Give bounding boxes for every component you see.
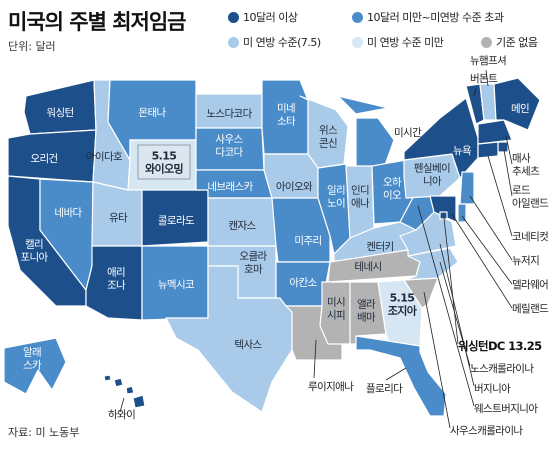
external-label-sc: 사우스캐롤라이나 <box>450 425 523 437</box>
external-label-dc: 워싱턴DC 13.25 <box>458 339 542 353</box>
state-label-al: 앨라 배마 <box>357 298 376 324</box>
legend-swatch-mid <box>352 11 363 23</box>
legend-item-under: 미 연방 수준 미만 <box>352 34 444 50</box>
leader-line-nh <box>485 69 489 87</box>
state-label-nv: 네바다 <box>54 207 82 219</box>
leader-line-wv <box>417 205 475 407</box>
legend-item-mid: 10달러 미만~미연방 수준 초과 <box>352 9 504 25</box>
state-label-ky: 켄터키 <box>366 241 393 253</box>
state-label-oh: 오하 이오 <box>383 176 402 202</box>
state-label-me: 메인 <box>511 103 529 115</box>
state-label-wi: 위스 콘신 <box>319 124 338 150</box>
leader-line-dc <box>443 217 459 345</box>
state-label-pa: 펜실베이 니아 <box>414 163 450 188</box>
external-label-mi: 미시간 <box>394 127 422 139</box>
external-label-la: 루이지애나 <box>308 381 354 393</box>
state-label-or: 오리건 <box>30 153 57 165</box>
leader-line-ri <box>503 149 513 197</box>
legend-swatch-none <box>481 36 492 48</box>
external-label-md: 메릴랜드 <box>512 302 549 315</box>
state-label-mt: 몬태나 <box>138 107 166 119</box>
state-label-tn: 테네시 <box>354 261 381 273</box>
legend-swatch-federal <box>228 36 239 48</box>
state-label-ca: 캘리 포니아 <box>20 239 48 264</box>
state-nc <box>403 247 459 281</box>
leader-line-ct <box>487 155 513 237</box>
legend-item-federal: 미 연방 수준(7.5) <box>228 34 321 50</box>
legend-swatch-under <box>352 36 363 48</box>
state-md <box>429 195 457 223</box>
state-fl <box>355 335 447 417</box>
state-label-ms: 미시 시피 <box>327 297 345 322</box>
external-label-de: 델라웨어 <box>512 279 548 291</box>
legend-swatch-over10 <box>228 11 239 23</box>
legend-item-none: 기준 없음 <box>481 34 538 50</box>
state-label-ut: 유타 <box>109 212 128 224</box>
state-label-tx: 텍사스 <box>234 339 262 351</box>
state-label-nm: 뉴멕시코 <box>158 279 195 291</box>
leader-line-de <box>461 215 513 285</box>
state-label-ga: 5.15 조지아 <box>388 292 418 318</box>
external-label-hi: 하와이 <box>108 408 135 421</box>
external-label-fl: 플로리다 <box>366 383 403 395</box>
leader-line-nj <box>469 195 513 261</box>
state-label-ks: 캔자스 <box>228 220 256 232</box>
leader-line-la <box>313 339 317 379</box>
external-label-nh: 뉴햄프셔 <box>470 55 506 67</box>
external-label-ct: 코네티컷 <box>512 231 548 243</box>
source-note: 자료: 미 노동부 <box>8 426 80 439</box>
external-label-wv: 웨스트버지니아 <box>474 403 538 415</box>
leader-line-md <box>451 213 513 309</box>
state-label-co: 콜로라도 <box>158 215 195 227</box>
state-label-ne: 네브래스카 <box>207 181 253 193</box>
external-label-nj: 뉴저지 <box>512 255 539 267</box>
unit-label: 단위: 달러 <box>8 40 56 53</box>
external-label-ri: 로드 아일랜드 <box>512 185 549 210</box>
wyoming-value-box <box>137 144 191 180</box>
legend-label-over10: 10달러 이상 <box>243 11 298 24</box>
legend-label-under: 미 연방 수준 미만 <box>367 36 444 49</box>
legend-label-none: 기준 없음 <box>496 36 538 49</box>
external-label-vt: 버몬트 <box>470 73 498 85</box>
state-label-il: 일리 노이 <box>327 184 345 210</box>
state-mi <box>337 95 395 169</box>
leader-line-va <box>439 243 475 387</box>
legend-item-over10: 10달러 이상 <box>228 9 298 25</box>
state-label-wy: 5.15 와이오밍 <box>145 150 183 176</box>
external-label-va: 버지니아 <box>474 383 511 395</box>
leader-line-ma <box>505 135 513 165</box>
legend-label-mid: 10달러 미만~미연방 수준 초과 <box>367 11 504 24</box>
state-label-ia: 아이오와 <box>276 181 313 193</box>
state-me <box>493 77 541 131</box>
state-label-nd: 노스다코다 <box>206 108 252 120</box>
legend-label-federal: 미 연방 수준(7.5) <box>243 36 321 49</box>
state-ak <box>3 337 67 395</box>
state-ri <box>497 141 509 153</box>
state-label-mn: 미네 소타 <box>277 103 296 128</box>
leader-line-sc <box>423 291 451 429</box>
state-label-ok: 오클라 호마 <box>239 251 267 276</box>
state-label-id: 아이다호 <box>86 151 123 163</box>
state-dc <box>439 211 448 220</box>
state-label-ak: 알래 스카 <box>23 347 42 372</box>
state-label-ar: 아칸소 <box>289 277 317 289</box>
external-label-ma: 매사 추세츠 <box>512 153 540 178</box>
leader-line-hi <box>119 397 125 413</box>
leader-line-fl <box>385 367 407 381</box>
leader-line-vt <box>473 87 477 97</box>
page-title: 미국의 주별 최저임금 <box>8 10 187 34</box>
state-label-ny: 뉴욕 <box>453 145 472 157</box>
state-label-az: 애리 조나 <box>107 267 126 292</box>
state-nj <box>459 171 475 205</box>
state-label-mo: 미주리 <box>294 235 321 247</box>
state-hi <box>103 374 146 409</box>
external-label-nc: 노스캐롤라이나 <box>470 363 534 375</box>
state-label-wa: 워싱턴 <box>46 106 73 119</box>
state-label-sd: 사우스 다코다 <box>215 134 243 159</box>
state-ct <box>477 141 499 159</box>
state-tx <box>165 265 293 413</box>
state-label-in: 인디 애나 <box>351 185 370 210</box>
state-ma <box>477 119 513 145</box>
